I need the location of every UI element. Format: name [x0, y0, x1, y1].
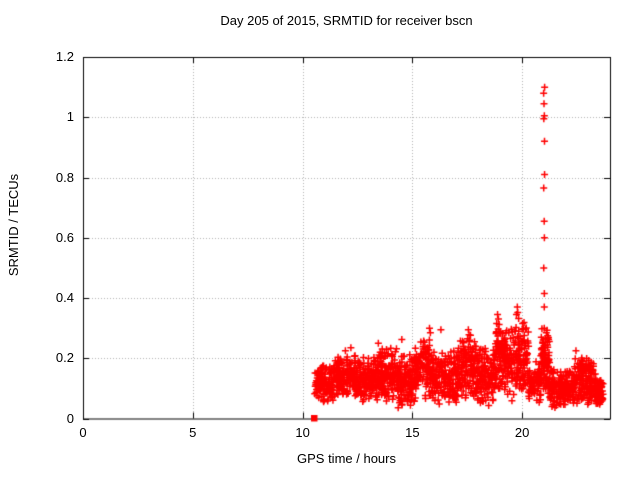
- chart-title: Day 205 of 2015, SRMTID for receiver bsc…: [220, 13, 473, 28]
- x-axis-label: GPS time / hours: [297, 451, 396, 466]
- y-axis-label: SRMTID / TECUs: [6, 173, 21, 277]
- x-tick-label: 5: [189, 425, 197, 440]
- y-tick-label: 0.2: [55, 350, 74, 366]
- x-tick-label: 0: [79, 425, 87, 440]
- y-tick-label: 0.8: [55, 169, 74, 185]
- y-tick-label: 0: [66, 410, 74, 426]
- y-tick-label: 1.2: [55, 49, 74, 64]
- x-tick-label: 10: [295, 425, 310, 440]
- x-tick-label: 20: [514, 425, 530, 440]
- x-tick-label: 15: [405, 425, 420, 440]
- y-tick-label: 0.6: [55, 229, 74, 245]
- y-tick-label: 0.4: [55, 290, 74, 305]
- y-tick-label: 1: [66, 109, 74, 125]
